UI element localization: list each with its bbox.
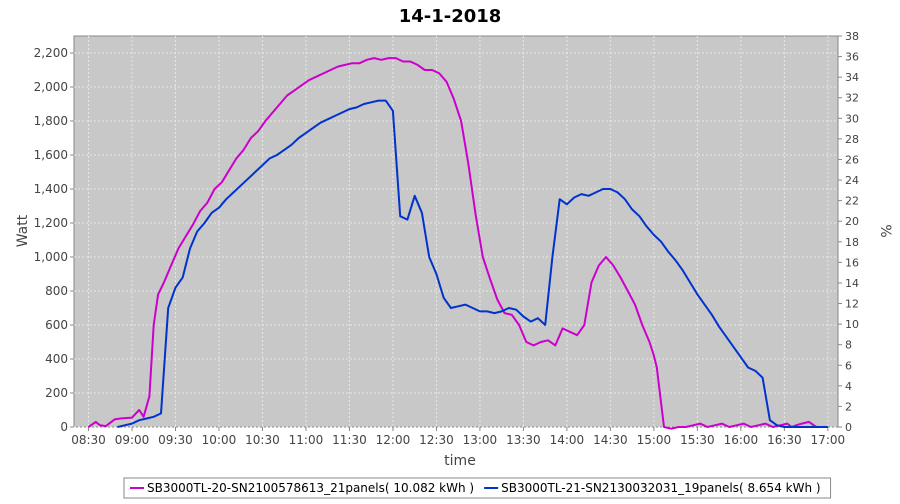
x-tick-label: 16:00 [724,433,759,447]
y2-tick-label: 28 [845,133,859,146]
y2-tick-label: 20 [845,215,859,228]
y2-tick-label: 4 [845,380,852,393]
x-tick-label: 14:30 [593,433,628,447]
y-tick-label: 400 [45,352,68,366]
x-tick-label: 13:00 [463,433,498,447]
y2-tick-label: 22 [845,195,859,208]
y-tick-label: 1,600 [34,148,68,162]
y-tick-label: 200 [45,386,68,400]
y2-tick-label: 16 [845,256,859,269]
y2-tick-label: 36 [845,51,859,64]
y2-tick-label: 38 [845,30,859,43]
x-tick-label: 13:30 [506,433,541,447]
x-tick-label: 12:00 [376,433,411,447]
chart-title: 14-1-2018 [399,6,502,27]
y2-tick-label: 0 [845,421,852,434]
y-tick-label: 600 [45,318,68,332]
y2-tick-label: 32 [845,92,859,105]
y2-tick-label: 14 [845,277,859,290]
y2-tick-label: 30 [845,112,859,125]
x-tick-label: 09:00 [115,433,150,447]
y-tick-label: 2,200 [34,46,68,60]
y2-tick-label: 2 [845,400,852,413]
x-tick-label: 15:00 [637,433,672,447]
x-tick-label: 10:00 [202,433,237,447]
y2-tick-label: 8 [845,339,852,352]
x-tick-label: 11:00 [289,433,324,447]
legend-label-2: SB3000TL-21-SN2130032031_19panels( 8.654… [501,481,820,495]
y-tick-label: 800 [45,284,68,298]
y-tick-label: 0 [60,420,68,434]
x-tick-label: 09:30 [158,433,193,447]
x-tick-label: 15:30 [680,433,715,447]
legend: SB3000TL-20-SN2100578613_21panels( 10.08… [123,477,832,499]
plot-area [73,35,839,428]
x-tick-label: 10:30 [245,433,280,447]
legend-label-1: SB3000TL-20-SN2100578613_21panels( 10.08… [147,481,474,495]
x-tick-label: 17:00 [811,433,846,447]
series-line-2 [117,99,828,428]
y-tick-label: 1,400 [34,182,68,196]
y2-tick-label: 12 [845,298,859,311]
x-tick-label: 11:30 [332,433,367,447]
y2-tick-label: 6 [845,359,852,372]
y2-tick-label: 18 [845,236,859,249]
y2-tick-label: 34 [845,71,859,84]
x-tick-label: 16:30 [767,433,802,447]
x-tick-label: 14:00 [550,433,585,447]
legend-box [123,477,832,499]
y2-tick-label: 24 [845,174,859,187]
x-tick-label: 08:30 [71,433,106,447]
y-axis-title: Watt [15,214,31,247]
y-tick-label: 1,200 [34,216,68,230]
y-tick-label: 1,000 [34,250,68,264]
y2-tick-label: 26 [845,153,859,166]
y-tick-label: 2,000 [34,80,68,94]
x-axis-title: time [444,453,476,469]
y2-tick-label: 10 [845,318,859,331]
y-tick-label: 1,800 [34,114,68,128]
series-line-1 [87,57,817,430]
x-tick-label: 12:30 [419,433,454,447]
y2-axis-title: % [877,224,893,237]
